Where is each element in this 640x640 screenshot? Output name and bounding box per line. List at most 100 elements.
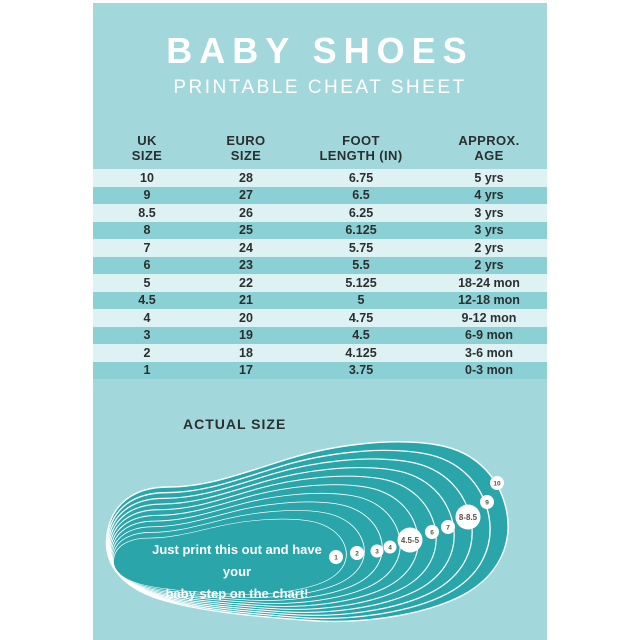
size-marker-circle (441, 520, 455, 534)
page-title: BABY SHOES (166, 30, 474, 71)
table-cell-uk: 4.5 (138, 293, 156, 308)
table-cell-foot: 5.125 (345, 275, 377, 290)
table-cell-foot: 6.5 (352, 188, 370, 203)
table-cell-age: 12-18 mon (458, 293, 520, 308)
table-cell-uk: 1 (143, 363, 151, 378)
table-cell-euro: 27 (239, 188, 253, 203)
table-cell-uk: 8 (143, 223, 151, 238)
table-row: 2 18 4.125 3-6 mon (93, 344, 547, 362)
size-marker-4-5-5: 4.5-5 (397, 527, 423, 553)
table-cell-age: 3-6 mon (465, 345, 513, 360)
table-cell-age: 2 yrs (474, 258, 504, 273)
actual-size-heading: ACTUAL SIZE (183, 416, 287, 432)
table-cell-uk: 8.5 (138, 205, 156, 220)
table-cell-euro: 28 (239, 170, 253, 185)
table-row: 7 24 5.75 2 yrs (93, 239, 547, 257)
table-cell-foot: 4.5 (352, 328, 370, 343)
column-header-line: AGE (474, 148, 504, 163)
table-cell-uk: 6 (143, 258, 151, 273)
size-marker-circle (480, 495, 494, 509)
size-marker-label: 4.5-5 (401, 536, 420, 545)
foot-outline-diagram: 1 2 3 4 4.5-5 6 (105, 441, 509, 623)
table-cell-age: 0-3 mon (465, 363, 513, 378)
table-cell-foot: 6.75 (348, 170, 374, 185)
size-marker-label: 6 (430, 529, 434, 536)
size-marker-label: 7 (446, 524, 450, 531)
size-marker-circle (329, 550, 343, 564)
size-marker-label: 2 (355, 550, 359, 557)
size-marker-circle (490, 476, 504, 490)
size-marker-circle (350, 546, 364, 560)
size-marker-10: 10 (490, 476, 504, 490)
table-cell-uk: 2 (143, 345, 151, 360)
table-cell-age: 18-24 mon (458, 275, 520, 290)
column-header-euro-size: EURO SIZE (201, 133, 291, 163)
size-marker-circle (425, 525, 439, 539)
table-row: 8 25 6.125 3 yrs (93, 221, 547, 239)
table-cell-euro: 19 (239, 328, 253, 343)
column-header-line: LENGTH (IN) (319, 148, 403, 163)
size-marker-3: 3 (370, 544, 384, 558)
table-cell-age: 3 yrs (474, 223, 504, 238)
table-cell-euro: 26 (239, 205, 253, 220)
size-marker-circle (383, 540, 397, 554)
table-cell-age: 5 yrs (474, 170, 504, 185)
size-marker-label: 4 (388, 544, 392, 551)
table-row: 5 22 5.125 18-24 mon (93, 274, 547, 292)
size-table-header: UK SIZE EURO SIZE FOOT LENGTH (IN) APPRO… (93, 127, 547, 169)
size-marker-label: 8-8.5 (459, 513, 478, 522)
column-header-foot-length: FOOT LENGTH (IN) (291, 133, 431, 163)
size-marker-6: 6 (425, 525, 439, 539)
size-marker-7: 7 (441, 520, 455, 534)
table-cell-foot: 4.125 (345, 345, 377, 360)
table-cell-age: 9-12 mon (461, 310, 517, 325)
column-header-line: FOOT (342, 133, 380, 148)
column-header-line: UK (137, 133, 157, 148)
table-row: 3 19 4.5 6-9 mon (93, 326, 547, 344)
table-row: 8.5 26 6.25 3 yrs (93, 204, 547, 222)
table-row: 4.5 21 5 12-18 mon (93, 291, 547, 309)
size-marker-circle (455, 504, 481, 530)
table-cell-age: 2 yrs (474, 240, 504, 255)
size-marker-circle (370, 544, 384, 558)
size-marker-label: 10 (493, 480, 501, 487)
print-instruction-note: Just print this out and have your baby s… (137, 539, 337, 605)
size-marker-circle (397, 527, 423, 553)
table-cell-age: 4 yrs (474, 188, 504, 203)
table-row: 1 17 3.75 0-3 mon (93, 361, 547, 379)
table-cell-uk: 4 (143, 310, 151, 325)
table-cell-foot: 6.25 (348, 205, 374, 220)
table-cell-euro: 24 (239, 240, 253, 255)
table-cell-age: 6-9 mon (465, 328, 513, 343)
size-table: UK SIZE EURO SIZE FOOT LENGTH (IN) APPRO… (93, 127, 547, 379)
table-cell-uk: 9 (143, 188, 151, 203)
table-cell-foot: 6.125 (345, 223, 377, 238)
table-cell-euro: 23 (239, 258, 253, 273)
size-marker-4: 4 (383, 540, 397, 554)
size-marker-9: 9 (480, 495, 494, 509)
size-table-body: 10 28 6.75 5 yrs 9 27 6.5 4 yrs 8.5 26 6.25 3 yrs 8 2… (93, 169, 547, 379)
table-cell-age: 3 yrs (474, 205, 504, 220)
column-header-line: EURO (226, 133, 266, 148)
table-cell-uk: 7 (143, 240, 151, 255)
size-marker-2: 2 (350, 546, 364, 560)
table-cell-euro: 21 (239, 293, 253, 308)
table-row: 9 27 6.5 4 yrs (93, 186, 547, 204)
table-cell-foot: 5.75 (348, 240, 374, 255)
table-row: 6 23 5.5 2 yrs (93, 256, 547, 274)
note-line-2: baby step on the chart! (165, 586, 309, 601)
size-marker-1: 1 (329, 550, 343, 564)
table-cell-euro: 20 (239, 310, 253, 325)
table-cell-foot: 4.75 (348, 310, 374, 325)
cheat-sheet-card: BABY SHOES PRINTABLE CHEAT SHEET UK SIZE… (93, 3, 547, 640)
table-cell-euro: 25 (239, 223, 253, 238)
column-header-uk-size: UK SIZE (93, 133, 201, 163)
note-line-1: Just print this out and have your (152, 542, 322, 579)
column-header-approx-age: APPROX. AGE (431, 133, 547, 163)
table-cell-uk: 3 (143, 328, 151, 343)
table-cell-euro: 22 (239, 275, 253, 290)
table-row: 10 28 6.75 5 yrs (93, 169, 547, 187)
size-marker-8-8-5: 8-8.5 (455, 504, 481, 530)
table-cell-uk: 10 (140, 170, 154, 185)
table-cell-euro: 17 (239, 363, 253, 378)
